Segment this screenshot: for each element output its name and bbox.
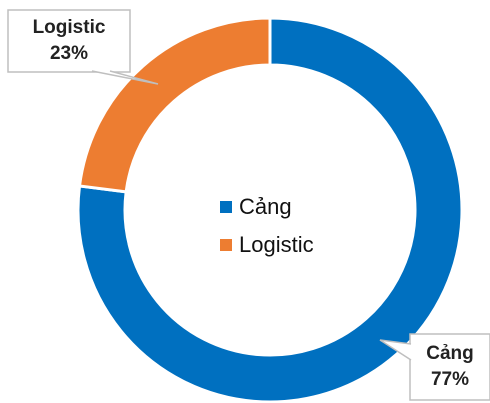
legend-label: Cảng <box>239 194 292 219</box>
legend-swatch <box>220 201 232 213</box>
callout <box>409 333 490 401</box>
data-label-value: 23% <box>50 43 88 64</box>
callout-pointer <box>91 70 159 85</box>
callout-pointer <box>379 339 412 361</box>
data-label-category: Cảng <box>426 343 474 364</box>
data-label-category: Logistic <box>33 17 106 38</box>
data-label: Logistic 23% <box>7 9 159 85</box>
legend-swatch <box>220 239 232 251</box>
donut-segment <box>76 16 464 403</box>
data-label: Cảng 77% <box>379 333 490 401</box>
data-label-value: 77% <box>431 369 469 390</box>
callout <box>7 9 131 73</box>
donut-segment <box>77 16 272 194</box>
legend-label: Logistic <box>239 232 314 257</box>
